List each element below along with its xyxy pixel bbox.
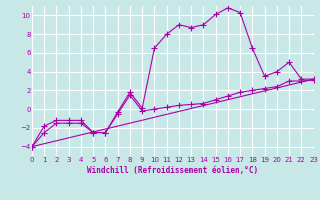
X-axis label: Windchill (Refroidissement éolien,°C): Windchill (Refroidissement éolien,°C) xyxy=(87,166,258,175)
